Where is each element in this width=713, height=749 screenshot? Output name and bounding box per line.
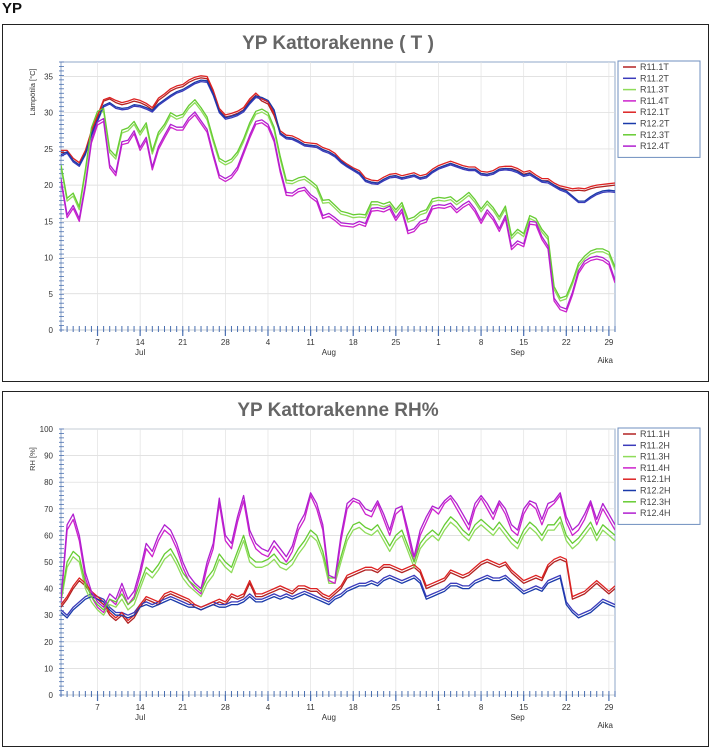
legend-entry: R11.2H — [640, 440, 670, 450]
humidity-chart-panel: YP Kattorakenne RH% 0 10 20 30 40 50 60 70 80 90 10… — [2, 391, 709, 747]
chart-title: YP Kattorakenne ( T ) — [242, 33, 434, 54]
x-tick-label: 4 — [266, 703, 271, 712]
legend-entry: R11.3H — [640, 452, 670, 462]
legend-entry: R12.2T — [640, 119, 670, 129]
y-tick-label: 0 — [49, 691, 54, 700]
legend-entry: R11.1T — [640, 62, 669, 72]
x-month-label: Jul — [135, 713, 145, 722]
x-tick-label: 7 — [95, 338, 100, 347]
y-tick-label: 100 — [40, 425, 54, 434]
legend-entry: R12.2H — [640, 486, 671, 496]
series-line-r11-1h — [61, 558, 615, 624]
x-tick-label: 25 — [391, 338, 400, 347]
legend-entry: R11.2T — [640, 73, 669, 83]
x-tick-label: 21 — [178, 338, 187, 347]
temperature-chart-panel: YP Kattorakenne ( T ) 0 5 10 15 20 25 30 35 7 14 21… — [2, 24, 709, 382]
legend-box — [617, 60, 701, 158]
chart-title: YP Kattorakenne RH% — [237, 400, 438, 421]
series-line-r11-4h — [61, 494, 615, 614]
x-tick-label: 14 — [136, 338, 145, 347]
x-axis-label: Aika — [597, 356, 613, 365]
legend-box — [617, 427, 701, 525]
legend-entry: R11.3T — [640, 85, 669, 95]
x-month-label: Aug — [322, 348, 336, 357]
series-line-r11-4t — [61, 114, 615, 313]
y-tick-label: 35 — [44, 72, 53, 81]
series-line-r12-4t — [61, 111, 615, 310]
y-tick-label: 20 — [44, 181, 53, 190]
series-line-r11-3h — [61, 521, 615, 616]
page-label: YP — [2, 0, 23, 17]
series-line-r12-2h — [61, 577, 615, 619]
x-tick-label: 4 — [266, 338, 271, 347]
x-tick-label: 22 — [562, 703, 571, 712]
x-tick-label: 15 — [519, 703, 528, 712]
x-tick-label: 8 — [479, 703, 484, 712]
y-tick-label: 50 — [44, 558, 53, 567]
y-tick-label: 0 — [49, 326, 54, 335]
y-tick-label: 70 — [44, 505, 53, 514]
y-tick-label: 90 — [44, 452, 53, 461]
series-line-r12-2t — [61, 79, 615, 202]
x-month-label: Sep — [510, 348, 525, 357]
series-line-r11-2h — [61, 574, 615, 616]
legend-entry: R11.4T — [640, 96, 669, 106]
legend-entry: R12.1T — [640, 107, 670, 117]
y-tick-label: 30 — [44, 109, 53, 118]
series-line-r12-3h — [61, 516, 615, 611]
x-tick-label: 29 — [604, 338, 613, 347]
x-tick-label: 22 — [562, 338, 571, 347]
x-tick-label: 28 — [221, 703, 230, 712]
legend-entry: R12.3T — [640, 130, 670, 140]
series-line-r12-1t — [61, 75, 615, 190]
legend-entry: R12.4T — [640, 141, 670, 151]
series-line-r12-1h — [61, 556, 615, 622]
x-tick-label: 11 — [306, 338, 315, 347]
y-axis-label: RH [%] — [28, 447, 37, 471]
legend-entry: R12.3H — [640, 497, 671, 507]
y-axis-label: Lämpötila [°C] — [28, 68, 37, 115]
y-tick-label: 30 — [44, 611, 53, 620]
x-tick-label: 1 — [436, 338, 441, 347]
y-tick-label: 10 — [44, 664, 53, 673]
humidity-chart: YP Kattorakenne RH% 0 10 20 30 40 50 60 70 80 90 10… — [28, 400, 701, 730]
x-tick-label: 28 — [221, 338, 230, 347]
y-tick-label: 5 — [49, 290, 54, 299]
y-tick-label: 15 — [44, 217, 53, 226]
y-tick-label: 40 — [44, 585, 53, 594]
y-tick-label: 80 — [44, 478, 53, 487]
x-axis-label: Aika — [597, 721, 613, 730]
series-line-r11-2t — [61, 80, 615, 204]
series-line-r11-3t — [61, 101, 615, 302]
legend-entry: R12.1H — [640, 474, 671, 484]
legend-entry: R11.4H — [640, 463, 670, 473]
y-tick-label: 20 — [44, 638, 53, 647]
y-tick-label: 25 — [44, 145, 53, 154]
x-tick-label: 15 — [519, 338, 528, 347]
x-month-label: Sep — [510, 713, 525, 722]
series-line-r12-4h — [61, 492, 615, 608]
x-tick-label: 11 — [306, 703, 315, 712]
series-line-r12-3t — [61, 99, 615, 299]
x-tick-label: 21 — [178, 703, 187, 712]
y-tick-label: 60 — [44, 531, 53, 540]
x-month-label: Aug — [322, 713, 336, 722]
x-tick-label: 1 — [436, 703, 441, 712]
x-tick-label: 7 — [95, 703, 100, 712]
x-tick-label: 29 — [604, 703, 613, 712]
x-tick-label: 8 — [479, 338, 484, 347]
y-tick-label: 10 — [44, 254, 53, 263]
legend-entry: R11.1H — [640, 429, 670, 439]
x-tick-label: 18 — [349, 338, 358, 347]
x-tick-label: 18 — [349, 703, 358, 712]
x-tick-label: 25 — [391, 703, 400, 712]
x-month-label: Jul — [135, 348, 145, 357]
legend-entry: R12.4H — [640, 508, 671, 518]
x-tick-label: 14 — [136, 703, 145, 712]
